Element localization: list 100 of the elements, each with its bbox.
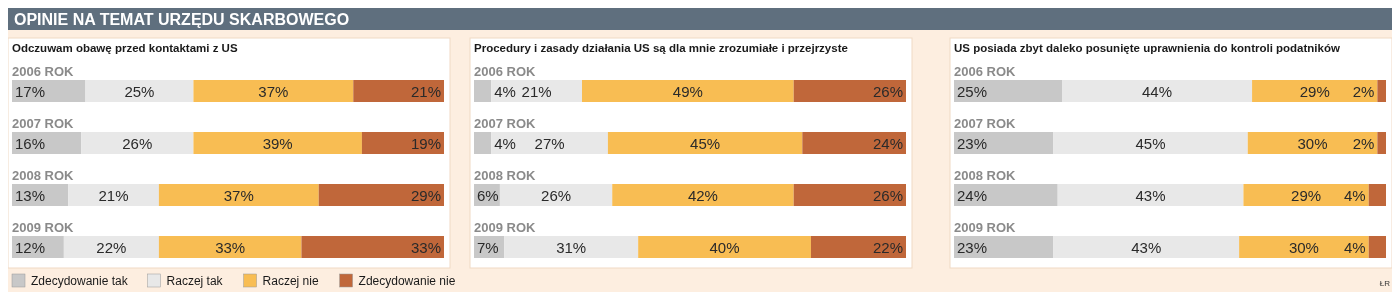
bar xyxy=(1062,80,1253,102)
category-label: 2006 ROK xyxy=(954,64,1016,79)
data-label: 26% xyxy=(541,187,572,204)
chart-title: OPINIE NA TEMAT URZĘDU SKARBOWEGO xyxy=(14,11,350,28)
data-label: 31% xyxy=(556,239,587,256)
text: ŁR xyxy=(1379,279,1391,288)
data-label: 21% xyxy=(98,187,129,204)
bar xyxy=(1377,80,1386,102)
category-label: 2008 ROK xyxy=(954,168,1016,183)
category-label: 2007 ROK xyxy=(954,116,1016,131)
data-label: 21% xyxy=(521,83,552,100)
bar xyxy=(318,184,444,206)
bar xyxy=(81,132,194,154)
data-label: 30% xyxy=(1288,239,1319,256)
data-label: 4% xyxy=(494,135,516,152)
category-label: 2007 ROK xyxy=(474,116,536,131)
bar xyxy=(301,236,444,258)
data-label: 26% xyxy=(872,187,903,204)
data-label: 12% xyxy=(15,239,46,256)
data-label: 33% xyxy=(410,239,441,256)
category-label: 2008 ROK xyxy=(474,168,536,183)
bar xyxy=(1057,184,1244,206)
bar xyxy=(499,184,613,206)
bar xyxy=(954,132,1054,154)
chart-subtitle: US posiada zbyt daleko posunięte uprawnienia do kontroli podatników xyxy=(954,42,1340,54)
bar xyxy=(158,184,319,206)
data-label: 21% xyxy=(410,83,441,100)
bar xyxy=(1368,184,1386,206)
data-label: 24% xyxy=(872,135,903,152)
bar xyxy=(474,132,492,154)
data-label: 6% xyxy=(477,187,499,204)
bar xyxy=(12,80,86,102)
bar xyxy=(607,132,803,154)
bar xyxy=(802,132,906,154)
data-label: 26% xyxy=(872,83,903,100)
data-label: 22% xyxy=(872,239,903,256)
category-label: 2007 ROK xyxy=(12,116,74,131)
legend-label: Zdecydowanie nie xyxy=(358,274,456,288)
data-label: 7% xyxy=(477,239,499,256)
data-label: 45% xyxy=(690,135,721,152)
bar xyxy=(193,80,354,102)
category-label: 2009 ROK xyxy=(12,220,74,235)
bar xyxy=(1377,132,1386,154)
data-label: 13% xyxy=(15,187,46,204)
data-label: 43% xyxy=(1135,187,1166,204)
data-label: 4% xyxy=(1344,239,1366,256)
data-label: 29% xyxy=(1299,83,1330,100)
bar xyxy=(793,80,906,102)
data-label: 26% xyxy=(122,135,153,152)
bar xyxy=(361,132,444,154)
data-label: 42% xyxy=(687,187,718,204)
data-label: 29% xyxy=(410,187,441,204)
data-label: 23% xyxy=(957,135,988,152)
legend-label: Raczej nie xyxy=(262,274,319,288)
data-label: 4% xyxy=(1344,187,1366,204)
legend-label: Zdecydowanie tak xyxy=(31,274,129,288)
data-label: 49% xyxy=(672,83,703,100)
bar xyxy=(68,184,159,206)
data-label: 27% xyxy=(534,135,565,152)
data-label: 37% xyxy=(223,187,254,204)
bar xyxy=(504,236,639,258)
bar xyxy=(954,236,1054,258)
chart-subtitle: Procedury i zasady działania US są dla mnie zrozumiałe i przejrzyste xyxy=(474,42,848,54)
data-label: 33% xyxy=(215,239,246,256)
data-label: 29% xyxy=(1291,187,1322,204)
data-label: 25% xyxy=(124,83,155,100)
data-label: 23% xyxy=(957,239,988,256)
bar xyxy=(793,184,906,206)
data-label: 24% xyxy=(957,187,988,204)
bar xyxy=(158,236,302,258)
data-label: 30% xyxy=(1297,135,1328,152)
bar xyxy=(193,132,362,154)
data-label: 45% xyxy=(1135,135,1166,152)
category-label: 2008 ROK xyxy=(12,168,74,183)
data-label: 22% xyxy=(96,239,127,256)
legend-label: Raczej tak xyxy=(166,274,224,288)
data-label: 2% xyxy=(1352,83,1375,100)
bar xyxy=(1053,132,1248,154)
bar xyxy=(612,184,794,206)
bar xyxy=(1368,236,1386,258)
category-label: 2006 ROK xyxy=(474,64,536,79)
data-label: 40% xyxy=(709,239,740,256)
data-label: 4% xyxy=(494,83,516,100)
data-label: 39% xyxy=(262,135,293,152)
bar xyxy=(638,236,811,258)
data-label: 2% xyxy=(1352,135,1375,152)
bar xyxy=(954,184,1058,206)
bar xyxy=(85,80,194,102)
data-label: 25% xyxy=(957,83,988,100)
bar xyxy=(353,80,444,102)
category-label: 2009 ROK xyxy=(474,220,536,235)
category-label: 2006 ROK xyxy=(12,64,74,79)
data-label: 16% xyxy=(15,135,46,152)
bar xyxy=(582,80,794,102)
data-label: 43% xyxy=(1131,239,1162,256)
bar xyxy=(1053,236,1240,258)
chart-subtitle: Odczuwam obawę przed kontaktami z US xyxy=(12,42,238,54)
bar xyxy=(810,236,906,258)
data-label: 19% xyxy=(410,135,441,152)
bar xyxy=(63,236,159,258)
